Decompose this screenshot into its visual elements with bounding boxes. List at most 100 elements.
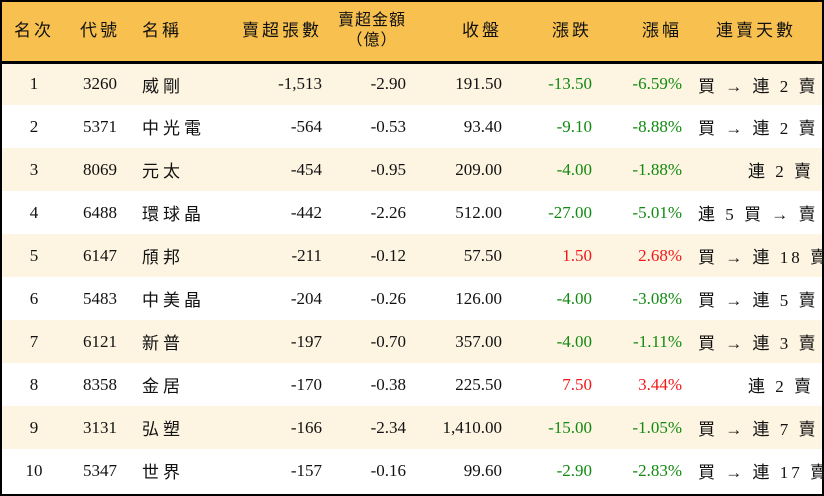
header-row: 名次 代號 名稱 賣超張數 賣超金額 （億） 收盤 漲跌 漲幅 連賣天數 bbox=[2, 2, 822, 62]
name-cell: 元太 bbox=[142, 162, 184, 181]
change-pct-cell: -3.08% bbox=[632, 288, 682, 308]
table-row: 6 5483 中美晶 -204 -0.26 126.00 -4.00 -3.08… bbox=[2, 277, 822, 320]
code-cell: 3131 bbox=[83, 417, 117, 437]
change-pct-cell: -8.88% bbox=[632, 116, 682, 136]
rank-cell: 10 bbox=[25, 460, 43, 480]
net-sell-lots-cell: -454 bbox=[290, 159, 322, 179]
net-sell-amount-cell: -0.12 bbox=[370, 245, 406, 265]
net-sell-amount-cell: -0.26 bbox=[370, 288, 406, 308]
code-cell: 6488 bbox=[83, 202, 117, 222]
col-code: 代號 bbox=[80, 21, 120, 41]
change-cell: -4.00 bbox=[556, 331, 592, 351]
net-sell-amount-cell: -2.90 bbox=[370, 74, 406, 94]
streak-cell: 買 → 連 2 賣 bbox=[698, 119, 819, 138]
name-cell: 金居 bbox=[142, 377, 184, 396]
code-cell: 6121 bbox=[83, 331, 117, 351]
change-cell: 1.50 bbox=[562, 245, 592, 265]
name-cell: 世界 bbox=[142, 463, 184, 482]
streak-cell: 買 → 連 17 賣 bbox=[698, 463, 824, 482]
change-pct-cell: -1.05% bbox=[632, 417, 682, 437]
streak-cell: 買 → 連 2 賣 bbox=[698, 76, 819, 96]
change-cell: -9.10 bbox=[556, 116, 592, 136]
net-sell-lots-cell: -1,513 bbox=[278, 74, 322, 94]
rank-cell: 1 bbox=[29, 74, 39, 94]
net-sell-amount-cell: -0.95 bbox=[370, 159, 406, 179]
net-sell-lots-cell: -204 bbox=[290, 288, 322, 308]
table-header: 名次 代號 名稱 賣超張數 賣超金額 （億） 收盤 漲跌 漲幅 連賣天數 bbox=[2, 2, 822, 62]
rank-cell: 6 bbox=[29, 288, 39, 308]
code-cell: 3260 bbox=[83, 74, 117, 94]
name-cell: 中美晶 bbox=[142, 291, 205, 310]
rank-cell: 7 bbox=[29, 331, 39, 351]
change-cell: 7.50 bbox=[562, 374, 592, 394]
net-sell-lots-cell: -211 bbox=[291, 245, 322, 265]
streak-cell: 連 5 買 → 賣 bbox=[698, 205, 819, 224]
close-cell: 191.50 bbox=[455, 74, 502, 94]
table-row: 9 3131 弘塑 -166 -2.34 1,410.00 -15.00 -1.… bbox=[2, 406, 822, 449]
table-row: 4 6488 環球晶 -442 -2.26 512.00 -27.00 -5.0… bbox=[2, 191, 822, 234]
table-row: 7 6121 新普 -197 -0.70 357.00 -4.00 -1.11%… bbox=[2, 320, 822, 363]
col-change-pct: 漲幅 bbox=[642, 21, 682, 41]
col-streak: 連賣天數 bbox=[716, 21, 796, 41]
table-row: 10 5347 世界 -157 -0.16 99.60 -2.90 -2.83%… bbox=[2, 449, 824, 492]
col-name: 名稱 bbox=[142, 21, 182, 41]
streak-cell: 買 → 連 18 賣 bbox=[698, 248, 824, 267]
net-sell-amount-cell: -0.70 bbox=[370, 331, 406, 351]
close-cell: 357.00 bbox=[455, 331, 502, 351]
table-body: 1 3260 威剛 -1,513 -2.90 191.50 -13.50 -6.… bbox=[2, 62, 824, 492]
close-cell: 512.00 bbox=[455, 202, 502, 222]
net-sell-amount-cell: -0.16 bbox=[370, 460, 406, 480]
close-cell: 99.60 bbox=[463, 460, 502, 480]
rank-cell: 9 bbox=[29, 417, 39, 437]
change-pct-cell: -1.88% bbox=[632, 159, 682, 179]
code-cell: 5483 bbox=[83, 288, 117, 308]
streak-cell: 連 2 賣 bbox=[748, 377, 814, 396]
net-sell-lots-cell: -157 bbox=[290, 460, 322, 480]
rank-cell: 2 bbox=[29, 116, 39, 136]
close-cell: 225.50 bbox=[455, 374, 502, 394]
name-cell: 新普 bbox=[142, 334, 184, 353]
col-change: 漲跌 bbox=[552, 21, 592, 41]
code-cell: 6147 bbox=[83, 245, 117, 265]
col-net-sell-lots: 賣超張數 bbox=[242, 21, 322, 41]
name-cell: 環球晶 bbox=[142, 205, 205, 224]
net-sell-lots-cell: -442 bbox=[290, 202, 322, 222]
streak-cell: 買 → 連 3 賣 bbox=[698, 334, 819, 353]
change-cell: -27.00 bbox=[548, 202, 592, 222]
name-cell: 中光電 bbox=[142, 119, 205, 138]
streak-cell: 連 2 賣 bbox=[748, 162, 814, 181]
close-cell: 93.40 bbox=[463, 116, 502, 136]
change-cell: -15.00 bbox=[548, 417, 592, 437]
net-sell-amount-cell: -2.34 bbox=[370, 417, 406, 437]
change-pct-cell: 2.68% bbox=[638, 245, 682, 265]
streak-cell: 買 → 連 5 賣 bbox=[698, 291, 819, 310]
code-cell: 5347 bbox=[83, 460, 117, 480]
change-pct-cell: -1.11% bbox=[633, 331, 682, 351]
rank-cell: 3 bbox=[29, 159, 39, 179]
col-net-sell-amount: 賣超金額 （億） bbox=[330, 2, 414, 62]
close-cell: 1,410.00 bbox=[442, 417, 503, 437]
rank-cell: 5 bbox=[29, 245, 39, 265]
name-cell: 威剛 bbox=[142, 76, 184, 96]
col-net-sell-amount-unit: （億） bbox=[346, 32, 398, 50]
name-cell: 頎邦 bbox=[142, 248, 184, 267]
table-row: 2 5371 中光電 -564 -0.53 93.40 -9.10 -8.88%… bbox=[2, 105, 822, 148]
table-row: 8 8358 金居 -170 -0.38 225.50 7.50 3.44% 連… bbox=[2, 363, 822, 406]
close-cell: 209.00 bbox=[455, 159, 502, 179]
code-cell: 8358 bbox=[83, 374, 117, 394]
change-pct-cell: -2.83% bbox=[632, 460, 682, 480]
net-sell-amount-cell: -0.38 bbox=[370, 374, 406, 394]
change-cell: -13.50 bbox=[548, 74, 592, 94]
col-close: 收盤 bbox=[462, 21, 502, 41]
col-net-sell-amount-label: 賣超金額 bbox=[338, 12, 407, 30]
net-sell-lots-cell: -197 bbox=[290, 331, 322, 351]
net-sell-amount-cell: -0.53 bbox=[370, 116, 406, 136]
code-cell: 5371 bbox=[83, 116, 117, 136]
col-rank: 名次 bbox=[14, 21, 54, 41]
net-sell-amount-cell: -2.26 bbox=[370, 202, 406, 222]
close-cell: 57.50 bbox=[463, 245, 502, 265]
name-cell: 弘塑 bbox=[142, 420, 184, 439]
change-pct-cell: -6.59% bbox=[632, 74, 682, 94]
